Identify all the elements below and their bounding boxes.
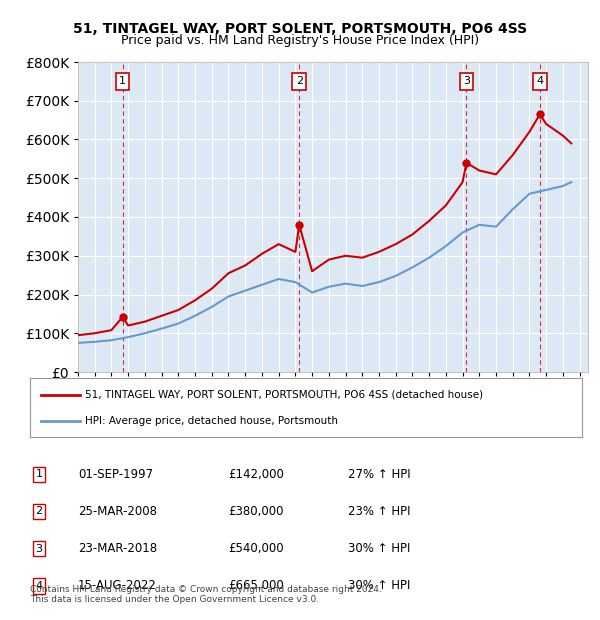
Text: 4: 4 [35,581,43,591]
Text: 01-SEP-1997: 01-SEP-1997 [78,468,153,481]
Text: 25-MAR-2008: 25-MAR-2008 [78,505,157,518]
Text: 23-MAR-2018: 23-MAR-2018 [78,542,157,555]
Text: £380,000: £380,000 [228,505,284,518]
Text: 23% ↑ HPI: 23% ↑ HPI [348,505,410,518]
Text: 1: 1 [119,76,126,86]
Text: 3: 3 [463,76,470,86]
Text: 51, TINTAGEL WAY, PORT SOLENT, PORTSMOUTH, PO6 4SS: 51, TINTAGEL WAY, PORT SOLENT, PORTSMOUT… [73,22,527,36]
Text: 27% ↑ HPI: 27% ↑ HPI [348,468,410,481]
Text: HPI: Average price, detached house, Portsmouth: HPI: Average price, detached house, Port… [85,415,338,425]
Text: 2: 2 [296,76,303,86]
Text: £665,000: £665,000 [228,580,284,592]
Text: 30% ↑ HPI: 30% ↑ HPI [348,580,410,592]
Text: 2: 2 [35,507,43,516]
Text: Price paid vs. HM Land Registry's House Price Index (HPI): Price paid vs. HM Land Registry's House … [121,34,479,47]
Text: 1: 1 [35,469,43,479]
Text: 51, TINTAGEL WAY, PORT SOLENT, PORTSMOUTH, PO6 4SS (detached house): 51, TINTAGEL WAY, PORT SOLENT, PORTSMOUT… [85,390,484,400]
Text: £142,000: £142,000 [228,468,284,481]
Text: £540,000: £540,000 [228,542,284,555]
Text: 3: 3 [35,544,43,554]
Text: 4: 4 [536,76,544,86]
Text: 15-AUG-2022: 15-AUG-2022 [78,580,157,592]
Text: Contains HM Land Registry data © Crown copyright and database right 2024.
This d: Contains HM Land Registry data © Crown c… [30,585,382,604]
Text: 30% ↑ HPI: 30% ↑ HPI [348,542,410,555]
